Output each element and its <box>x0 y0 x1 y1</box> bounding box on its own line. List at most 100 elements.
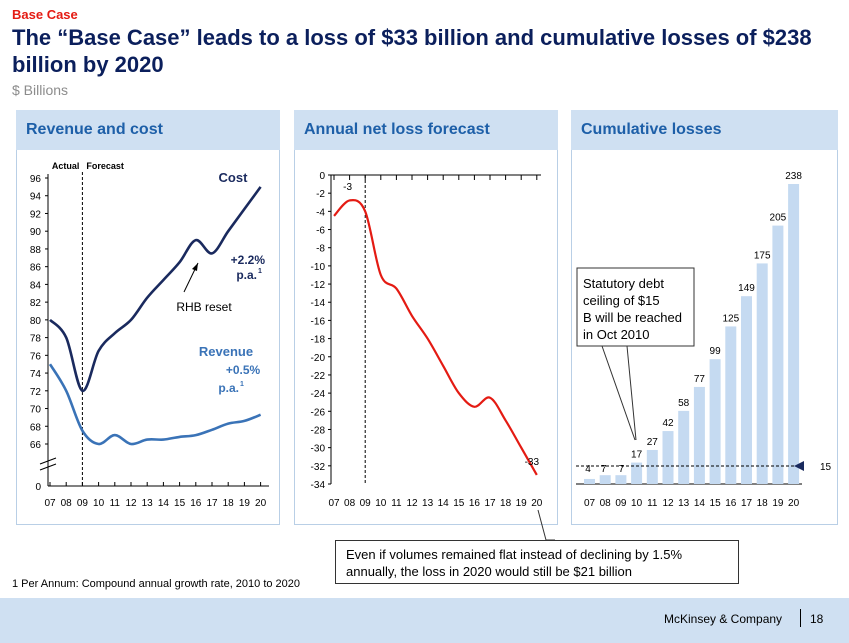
bar <box>678 410 690 484</box>
y-tick-label: -8 <box>316 244 325 255</box>
company-name: McKinsey & Company <box>664 612 783 626</box>
x-tick-label: 19 <box>239 498 251 509</box>
x-tick-label: 09 <box>360 498 372 509</box>
y-tick-label: 86 <box>30 263 42 274</box>
panel-revenue-cost: 96 94 92 90 88 86 84 82 80 78 76 74 72 70 68 66 0 07 08 09 1… <box>16 150 280 525</box>
x-tick-label: 16 <box>190 498 202 509</box>
x-tick-label: 19 <box>516 498 528 509</box>
bar-value-label: 205 <box>770 213 787 224</box>
y-tick-label: 66 <box>30 440 42 451</box>
bar-value-label: 4 <box>585 464 591 475</box>
x-tick-label: 10 <box>631 498 643 509</box>
y-tick-label: 88 <box>30 245 42 256</box>
y-tick-label: -16 <box>311 316 326 327</box>
x-tick-label: 17 <box>741 498 753 509</box>
bar <box>788 184 800 484</box>
x-tick-label: 07 <box>44 498 56 509</box>
y-tick-label: 92 <box>30 209 42 220</box>
y-tick-label: 68 <box>30 422 42 433</box>
x-tick-label: 18 <box>223 498 235 509</box>
y-tick-label: -10 <box>311 262 326 273</box>
x-tick-label: 13 <box>422 498 434 509</box>
bar-value-label: 42 <box>662 418 674 429</box>
y-tick-label: 84 <box>30 280 42 291</box>
page-title: The “Base Case” leads to a loss of $33 b… <box>12 25 812 77</box>
panel-title-cumulative: Cumulative losses <box>581 121 722 138</box>
callout-connector <box>537 509 555 541</box>
x-tick-label: 17 <box>206 498 218 509</box>
actual-label: Actual <box>52 161 80 171</box>
y-tick-label: -24 <box>311 389 326 400</box>
x-tick-label: 19 <box>772 498 784 509</box>
x-tick-label: 16 <box>725 498 737 509</box>
x-tick-label: 14 <box>694 498 706 509</box>
x-tick-label: 20 <box>255 498 267 509</box>
panel-cumulative: 07 08 09 10 11 12 13 14 15 16 17 18 19 20 4 7 7 17 27 42 58 7… <box>571 150 838 525</box>
y-tick-label: 90 <box>30 227 42 238</box>
series-label-cost: Cost <box>219 170 249 185</box>
reset-pointer-head <box>192 263 198 271</box>
revenue-cost-chart: 96 94 92 90 88 86 84 82 80 78 76 74 72 70 68 66 007 08 09 1… <box>30 161 269 509</box>
y-tick-label: 0 <box>319 171 325 182</box>
debt-ceiling-callout-text: in Oct 2010 <box>583 327 650 342</box>
cost-growth-label: +2.2% <box>231 253 266 267</box>
bar-value-label: 99 <box>710 346 722 357</box>
data-label-end: -33 <box>525 457 540 468</box>
series-label-revenue: Revenue <box>199 344 253 359</box>
debt-ceiling-marker <box>794 461 804 471</box>
net-loss-line <box>333 198 538 476</box>
cumulative-losses-chart: 07 08 09 10 11 12 13 14 15 16 17 18 19 204 7 7172742587… <box>576 171 832 509</box>
y-tick-label: -32 <box>311 462 326 473</box>
revenue-growth-label: +0.5% <box>226 363 261 377</box>
bar-value-label: 175 <box>754 250 771 261</box>
x-tick-label: 10 <box>375 498 387 509</box>
y-tick-label: -20 <box>311 353 326 364</box>
x-tick-label: 11 <box>647 498 658 509</box>
axis-break-mark <box>39 463 57 471</box>
reset-label: RHB reset <box>176 300 232 314</box>
y-tick-label: -30 <box>311 444 326 455</box>
forecast-label: Forecast <box>86 161 124 171</box>
x-tick-label: 18 <box>500 498 512 509</box>
x-tick-label: 08 <box>344 498 356 509</box>
bar <box>646 449 658 484</box>
y-tick-label: -6 <box>316 226 325 237</box>
bar <box>709 359 721 484</box>
y-tick-label: 72 <box>30 387 42 398</box>
x-tick-label: 12 <box>125 498 137 509</box>
x-tick-label: 14 <box>438 498 450 509</box>
revenue-pa-label: p.a. <box>218 381 239 395</box>
y-tick-label: 80 <box>30 316 42 327</box>
bar <box>756 263 768 484</box>
panel-title-revenue-cost: Revenue and cost <box>26 121 163 138</box>
bar-value-label: 27 <box>647 437 659 448</box>
bar-value-label: 7 <box>601 464 607 475</box>
net-loss-chart: 0 -2 -4 -6 -8 -10 -12 -14 -16 -18 -20 -22 -24 -26 -28 -… <box>311 171 543 509</box>
x-tick-label: 08 <box>61 498 73 509</box>
x-tick-label: 07 <box>584 498 596 509</box>
x-tick-label: 20 <box>788 498 800 509</box>
x-tick-label: 18 <box>757 498 769 509</box>
debt-ceiling-callout-text: Statutory debt <box>583 276 664 291</box>
bar <box>772 225 784 484</box>
bar-value-label: 149 <box>738 283 755 294</box>
bar-value-label: 58 <box>678 398 690 409</box>
page-number: 18 <box>810 612 824 626</box>
panel-header-net-loss: Annual net loss forecast <box>294 110 558 150</box>
panel-title-net-loss: Annual net loss forecast <box>304 121 490 138</box>
x-tick-label: 09 <box>77 498 89 509</box>
bar <box>599 475 611 484</box>
y-tick-label: 94 <box>30 192 42 203</box>
y-tick-label: 96 <box>30 174 42 185</box>
bar-value-label: 17 <box>631 450 643 461</box>
x-tick-label: 09 <box>615 498 627 509</box>
x-tick-label: 20 <box>531 498 543 509</box>
y-tick-label: 76 <box>30 351 42 362</box>
y-tick-label: -4 <box>316 207 325 218</box>
footnote: 1 Per Annum: Compound annual growth rate… <box>12 578 301 590</box>
debt-ceiling-callout-text: B will be reached <box>583 310 682 325</box>
y-tick-label: -18 <box>311 335 326 346</box>
x-tick-label: 12 <box>662 498 674 509</box>
x-tick-label: 11 <box>110 498 121 509</box>
y-tick-label: 70 <box>30 405 42 416</box>
